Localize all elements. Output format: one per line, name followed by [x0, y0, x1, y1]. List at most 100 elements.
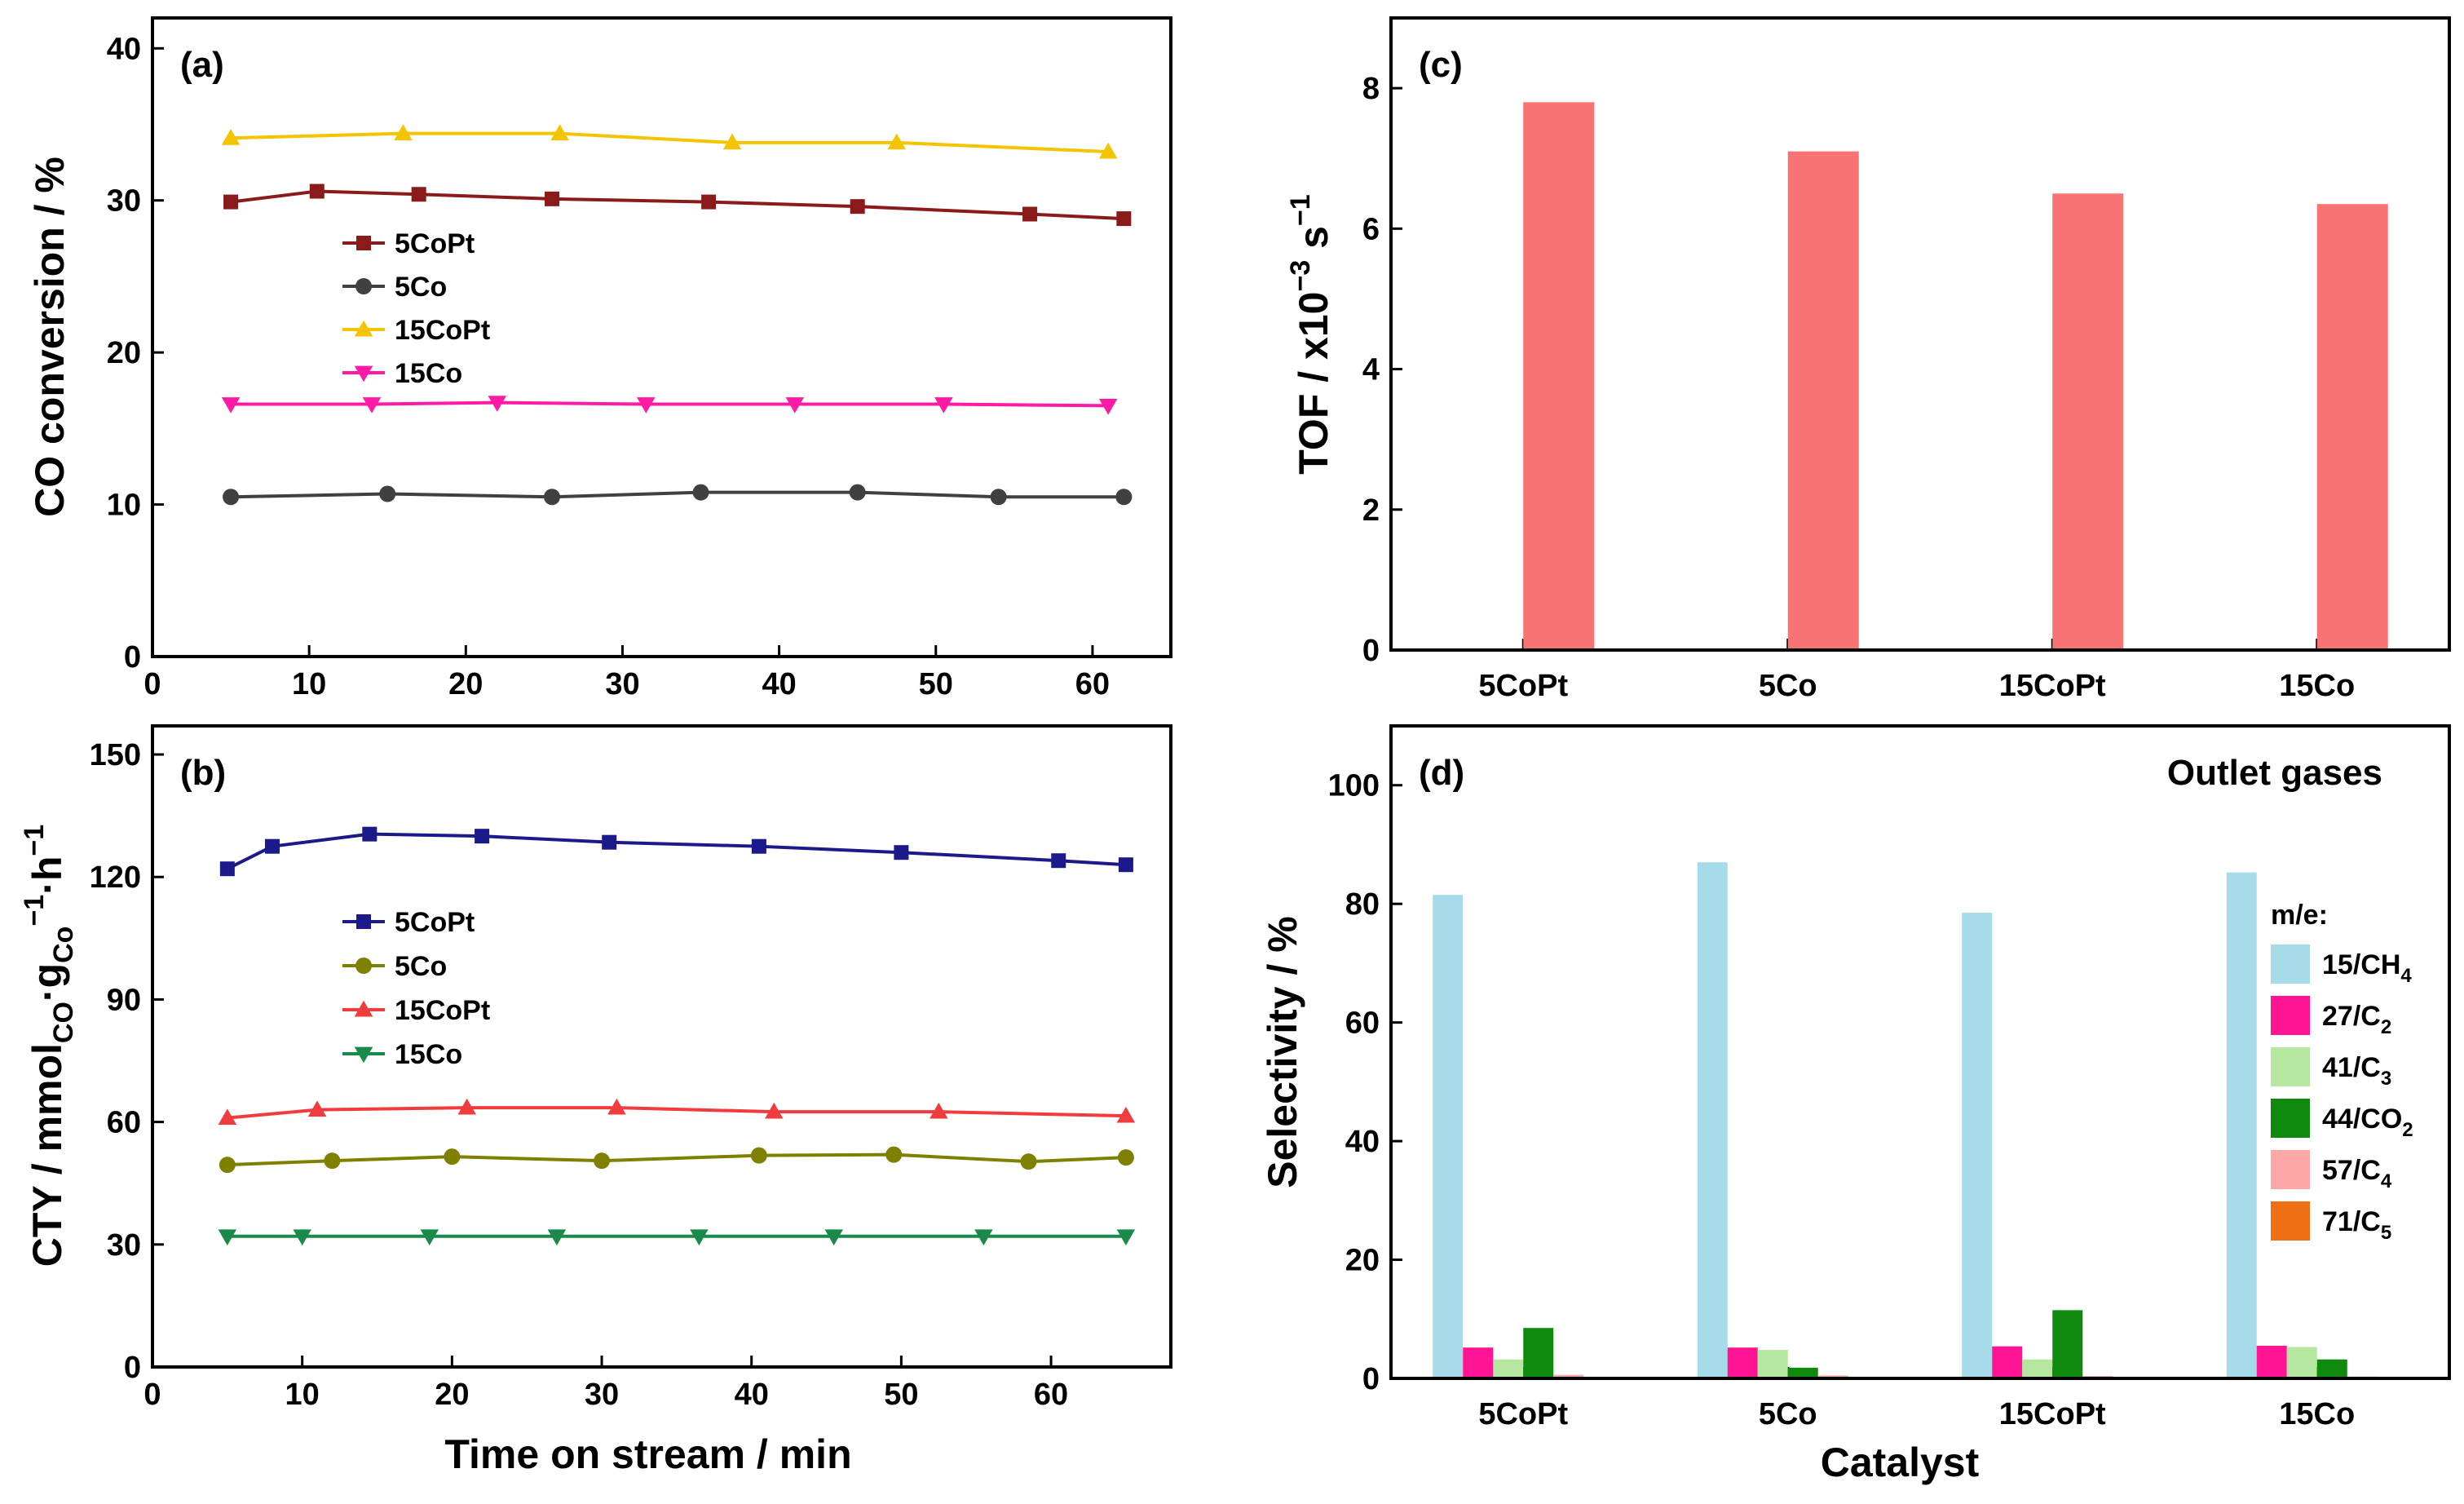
- data-point-5co: [1115, 489, 1133, 506]
- data-point-15co: [974, 1229, 993, 1246]
- y-label-part: CTY / mmol: [24, 1043, 70, 1267]
- legend-label-main: 15/CH: [2322, 949, 2400, 980]
- legend-label-main: 71/C: [2322, 1206, 2381, 1237]
- y-label-part: TOF / x10: [1291, 292, 1336, 475]
- legend-marker-5co: [355, 958, 372, 974]
- y-label-sub: CO: [48, 1002, 79, 1043]
- y-tick-label: 40: [1345, 1125, 1380, 1159]
- y-label-part: s: [1291, 226, 1336, 260]
- legend-label-15copt: 15CoPt: [395, 995, 490, 1026]
- data-point-5copt: [223, 194, 239, 210]
- bar-44-co2-5copt: [1523, 1328, 1554, 1378]
- data-point-15co: [934, 397, 953, 414]
- bar-15-ch4-5co: [1697, 862, 1728, 1378]
- legend-marker-15copt: [354, 1000, 373, 1017]
- data-point-5copt: [309, 184, 325, 199]
- y-label-part: ·g: [24, 963, 70, 1002]
- bar-27-c2-15co: [2256, 1346, 2287, 1378]
- bar-41-c3-5co: [1757, 1350, 1788, 1378]
- y-tick-label: 4: [1362, 353, 1380, 387]
- x-tick-label: 5Co: [1759, 1397, 1817, 1431]
- legend-label-41-c3: 41/C3: [2322, 1052, 2391, 1090]
- data-point-5co: [1020, 1153, 1037, 1170]
- bar-41-c3-5copt: [1493, 1359, 1524, 1378]
- bar-44-co2-15copt: [2052, 1310, 2083, 1378]
- y-tick-label: 8: [1362, 72, 1380, 106]
- legend-marker-15co: [354, 1046, 373, 1064]
- data-point-5co: [750, 1147, 767, 1164]
- legend-label-main: 27/C: [2322, 1001, 2381, 1032]
- legend-label-44-co2: 44/CO2: [2322, 1104, 2413, 1141]
- y-axis-label: Selectivity / %: [1260, 916, 1305, 1188]
- legend-label-57-c4: 57/C4: [2322, 1155, 2392, 1192]
- data-point-15co: [637, 397, 656, 414]
- legend-label-main: 41/C: [2322, 1052, 2381, 1083]
- legend-title: m/e:: [2271, 900, 2328, 931]
- bar-15-ch4-15copt: [1962, 913, 1993, 1378]
- bar-27-c2-5co: [1727, 1347, 1758, 1378]
- y-tick-label: 40: [107, 32, 141, 66]
- y-tick-label: 0: [1362, 1362, 1380, 1396]
- legend-marker-5copt: [356, 236, 371, 250]
- data-point-15copt: [218, 1108, 237, 1126]
- legend-label-main: 44/CO: [2322, 1104, 2402, 1135]
- data-point-5co: [990, 489, 1007, 506]
- series-line-5co: [227, 1152, 1126, 1167]
- x-axis-label: Catalyst: [1821, 1440, 1980, 1485]
- data-point-5co: [444, 1148, 461, 1166]
- data-point-15copt: [307, 1100, 327, 1117]
- y-tick-label: 120: [90, 860, 141, 895]
- plot-frame: [151, 16, 1172, 658]
- data-point-5co: [1117, 1149, 1134, 1166]
- y-tick-label: 20: [1345, 1244, 1380, 1278]
- bar-27-c2-15copt: [1992, 1346, 2023, 1378]
- legend-label-main: 57/C: [2322, 1155, 2381, 1186]
- data-point-5copt: [411, 187, 426, 202]
- tof-bar-5copt: [1523, 102, 1595, 651]
- legend-label-27-c2: 27/C2: [2322, 1001, 2391, 1038]
- data-point-5co: [379, 485, 396, 502]
- plot-frame: [1389, 724, 2451, 1380]
- panel-d-selectivity-bar-chart: 0 20 40 60 80 100 5CoPt 5Co 15CoPt 15Co (d) Outlet …: [1260, 724, 2451, 1485]
- x-tick-label: 40: [735, 1378, 769, 1412]
- bar-15-ch4-15co: [2226, 872, 2257, 1378]
- y-tick-label: 6: [1362, 212, 1380, 246]
- data-point-15copt: [550, 124, 569, 141]
- bar-41-c3-15co: [2286, 1347, 2317, 1378]
- legend-marker-15co: [354, 365, 373, 383]
- legend-label-5co: 5Co: [395, 951, 447, 982]
- legend-label-15co: 15Co: [395, 358, 462, 389]
- data-point-15copt: [887, 133, 906, 150]
- data-point-5co: [219, 1157, 236, 1174]
- x-tick-label: 40: [762, 667, 796, 701]
- data-point-5co: [324, 1152, 341, 1170]
- legend-label-sub: 2: [2402, 1119, 2413, 1141]
- panel-a-co-conversion-chart: 0 10 20 30 40 50 60 0 10 20 30 40 5CoPt 5Co 15CoPt 15Co…: [27, 16, 1172, 701]
- data-point-15co: [690, 1229, 709, 1246]
- series-line-5co: [231, 490, 1124, 499]
- bar-44-co2-15co: [2316, 1359, 2347, 1378]
- legend-marker-15copt: [354, 320, 373, 337]
- data-point-15copt: [457, 1098, 476, 1115]
- data-point-15co: [420, 1229, 439, 1246]
- y-label-sup: −1: [1285, 194, 1316, 226]
- data-point-15co: [824, 1229, 843, 1246]
- legend-label-sub: 3: [2381, 1068, 2391, 1090]
- panel-c-tof-bar-chart: 0 2 4 6 8 5CoPt 5Co 15CoPt 15Co (c) TOF / x10−3 s−…: [1285, 16, 2451, 703]
- x-tick-label: 20: [448, 667, 483, 701]
- y-tick-label: 0: [124, 640, 141, 675]
- data-point-5co: [849, 484, 866, 501]
- legend-label-sub: 4: [2400, 965, 2412, 987]
- legend-swatch-57-c4: [2271, 1150, 2310, 1189]
- x-tick-label: 10: [292, 667, 326, 701]
- y-label-sub: Co: [48, 927, 79, 963]
- legend-swatch-15-ch4: [2271, 944, 2310, 984]
- y-tick-label: 90: [107, 983, 141, 1017]
- x-tick-label: 50: [919, 667, 953, 701]
- data-point-15co: [1098, 398, 1118, 415]
- data-point-5copt: [475, 829, 490, 844]
- data-point-5copt: [362, 826, 378, 842]
- x-tick-label: 5CoPt: [1478, 669, 1568, 703]
- legend-label-71-c5: 71/C5: [2322, 1206, 2391, 1244]
- data-point-15copt: [1098, 142, 1118, 159]
